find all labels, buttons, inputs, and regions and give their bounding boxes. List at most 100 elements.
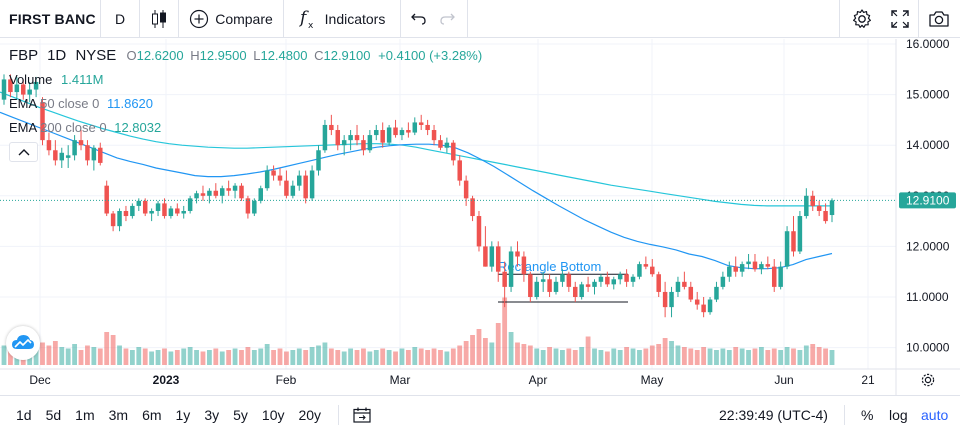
volume-bar [361,348,366,365]
range-10y-button[interactable]: 10y [261,406,285,423]
volume-bar [585,336,591,365]
candle [566,271,572,292]
candle [669,286,674,318]
range-20y-button[interactable]: 20y [298,406,322,423]
range-1m-button[interactable]: 1m [75,406,95,423]
ema50-line [0,111,833,270]
legend-change: +0.4100 (+3.28%) [378,48,483,63]
range-5y-button[interactable]: 5y [233,406,248,423]
candle [771,259,777,292]
compare-button[interactable]: Compare [179,0,283,38]
price-axis-label: 16.0000 [906,39,950,51]
price-chart[interactable]: Rectangle Bottom 16.000015.000014.000013… [0,39,960,395]
volume-bar [232,348,238,365]
volume-bar [797,350,803,365]
range-1d-button[interactable]: 1d [16,406,32,423]
ema200-legend[interactable]: EMA 200 close 0 12.8032 [9,120,161,135]
volume-bar [284,351,289,365]
redo-button[interactable] [433,0,461,38]
volume-bar [219,351,225,365]
cloud-chart-icon [12,335,34,349]
interval-label: D [114,10,126,27]
range-5d-button[interactable]: 5d [45,406,62,423]
snapshot-button[interactable] [928,0,950,38]
candle [27,81,32,103]
candle-body [219,188,225,196]
fullscreen-button[interactable] [890,0,910,38]
volume-bar [527,345,533,365]
candle [142,198,148,217]
time-axis-label: 2023 [153,373,180,387]
candle [547,274,552,297]
volume-bar [637,350,642,365]
legend-close-value: 12.9100 [323,48,371,63]
volume-bar [444,351,450,365]
candle [495,241,501,282]
indicators-button[interactable]: f x Indicators [284,0,400,38]
volume-bar [399,348,405,365]
candle-body [14,84,20,93]
candle-body [425,124,430,131]
candle-body [662,291,668,308]
ema50-legend-label: EMA [9,96,37,111]
tradingview-logo[interactable] [6,326,40,360]
time-axis-label: Apr [529,373,548,387]
rectangle-label: Rectangle Bottom [498,259,601,274]
range-3m-button[interactable]: 3m [108,406,129,423]
candle-body [21,84,26,95]
volume-bar [258,348,264,365]
interval-button[interactable]: D [101,0,139,38]
chevron-up-icon [18,149,29,156]
volume-bar [393,351,398,365]
volume-bar [264,344,270,365]
percent-scale-button[interactable]: % [861,396,873,433]
candle [361,135,366,156]
candle-body [752,261,758,270]
candle [59,147,65,168]
candle-body [40,102,45,141]
candle [53,140,58,166]
volume-bar [162,348,167,365]
volume-bar [142,348,148,365]
symbol-search-button[interactable]: FIRST BANC [0,0,100,38]
candle [605,271,610,287]
chart-type-button[interactable] [140,0,178,38]
candle [521,251,527,282]
undo-button[interactable] [405,0,433,38]
candle-body [451,142,456,161]
range-1y-button[interactable]: 1y [175,406,191,423]
candle [579,281,584,300]
volume-legend[interactable]: Volume 1.411M [9,72,103,87]
candle-body [53,150,58,161]
legend-collapse-button[interactable] [9,142,38,162]
auto-scale-button[interactable]: auto [921,396,948,433]
range-3y-button[interactable]: 3y [204,406,220,423]
candle [759,261,764,275]
log-scale-button[interactable]: log [889,396,908,433]
candle-body [444,142,450,148]
volume-bar [765,350,771,365]
ema50-legend[interactable]: EMA 50 close 0 11.8620 [9,96,153,111]
go-to-date-button[interactable] [353,396,371,433]
settings-button[interactable] [851,0,873,38]
candle-body [701,304,706,313]
candle [290,180,296,199]
candle [662,281,668,318]
volume-bar [521,344,527,365]
candle [14,76,20,100]
candle [739,261,745,277]
volume-bar [816,347,822,365]
timezone-clock[interactable]: 22:39:49 (UTC-4) [719,396,828,433]
volume-bar [40,342,45,365]
candle-body [675,281,681,292]
candle-body [810,195,815,206]
volume-bar [373,350,379,365]
volume-bar [354,350,360,365]
price-axis-label: 15.0000 [906,88,950,102]
candle-body [393,127,398,136]
candle-body [335,130,341,146]
volume-bar [823,348,828,365]
range-6m-button[interactable]: 6m [142,406,162,423]
candle-body [418,122,424,125]
svg-text:x: x [308,21,314,30]
